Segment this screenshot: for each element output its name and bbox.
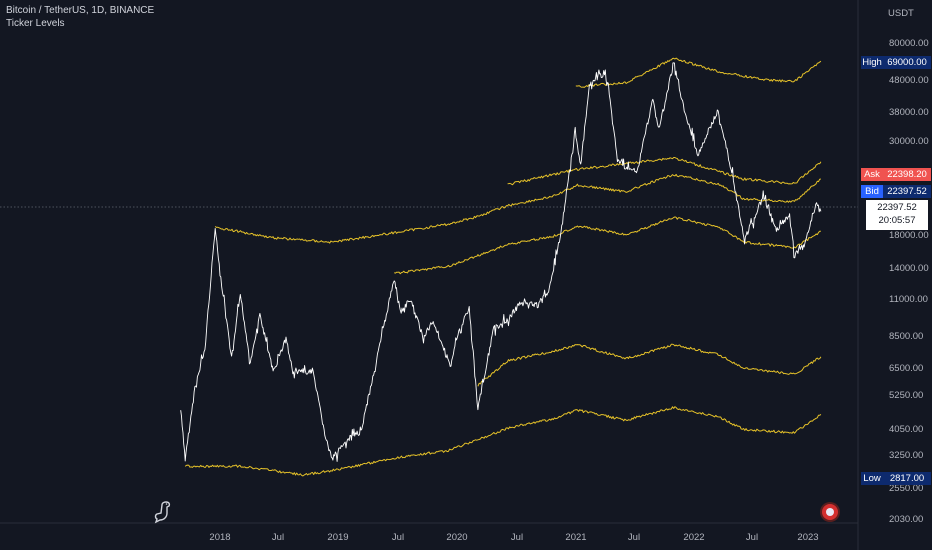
- x-tick-label: Jul: [746, 532, 758, 543]
- price-line: [180, 62, 822, 462]
- y-tick-label: 5250.00: [889, 390, 923, 401]
- us-flag-event-icon[interactable]: [822, 504, 838, 520]
- level-line-level-f: [184, 406, 822, 477]
- low-badge-label: Low: [861, 472, 883, 485]
- currency-label: USDT: [888, 8, 914, 19]
- x-tick-label: Jul: [272, 532, 284, 543]
- high-badge-label: High: [861, 56, 883, 69]
- x-tick-label: Jul: [628, 532, 640, 543]
- ask-badge: Ask 22398.20: [861, 168, 931, 181]
- x-tick-label: 2022: [683, 532, 704, 543]
- x-tick-label: Jul: [392, 532, 404, 543]
- level-line-level-d: [575, 57, 822, 88]
- ticker-levels: [184, 57, 822, 477]
- x-tick-label: 2023: [797, 532, 818, 543]
- ask-badge-label: Ask: [861, 168, 883, 181]
- bid-badge: Bid 22397.52: [861, 185, 931, 198]
- y-tick-label: 2030.00: [889, 514, 923, 525]
- y-tick-label: 11000.00: [889, 294, 928, 305]
- level-line-level-a: [507, 157, 822, 186]
- y-tick-label: 30000.00: [889, 136, 929, 147]
- x-tick-label: 2019: [327, 532, 348, 543]
- low-badge: Low 2817.00: [861, 472, 931, 485]
- y-tick-label: 8500.00: [889, 331, 923, 342]
- low-badge-value: 2817.00: [883, 472, 931, 485]
- x-tick-label: 2021: [565, 532, 586, 543]
- chart-header: Bitcoin / TetherUS, 1D, BINANCE Ticker L…: [6, 4, 154, 30]
- x-tick-label: 2020: [446, 532, 467, 543]
- x-tick-label: 2018: [209, 532, 230, 543]
- level-line-level-e: [477, 343, 822, 387]
- y-tick-label: 80000.00: [889, 38, 929, 49]
- dinosaur-logo-icon[interactable]: [152, 500, 174, 524]
- last-price-value: 22397.52: [877, 202, 917, 213]
- bid-badge-value: 22397.52: [883, 185, 931, 198]
- time-axis[interactable]: 2018 Jul 2019 Jul 2020 Jul 2021 Jul 2022 Jul 2023: [209, 532, 818, 543]
- y-tick-label: 18000.00: [889, 230, 929, 241]
- bid-badge-label: Bid: [861, 185, 883, 198]
- y-tick-label: 3250.00: [889, 450, 923, 461]
- y-tick-label: 14000.00: [889, 263, 929, 274]
- level-line-level-c: [394, 216, 821, 275]
- ask-badge-value: 22398.20: [883, 168, 931, 181]
- y-tick-label: 2550.00: [889, 483, 923, 494]
- price-series: [180, 62, 822, 462]
- level-line-level-b: [214, 173, 821, 244]
- y-tick-label: 6500.00: [889, 363, 923, 374]
- x-tick-label: Jul: [511, 532, 523, 543]
- y-tick-label: 38000.00: [889, 107, 929, 118]
- high-badge-value: 69000.00: [883, 56, 931, 69]
- high-badge: High 69000.00: [861, 56, 931, 69]
- indicator-title[interactable]: Ticker Levels: [6, 18, 65, 29]
- last-price-tag: 22397.52 20:05:57: [866, 200, 928, 230]
- symbol-title[interactable]: Bitcoin / TetherUS, 1D, BINANCE: [6, 5, 155, 16]
- bar-countdown: 20:05:57: [878, 215, 916, 226]
- price-axis[interactable]: 80000.0060000.0048000.0038000.0030000.00…: [889, 38, 929, 525]
- y-tick-label: 48000.00: [889, 75, 929, 86]
- y-tick-label: 4050.00: [889, 424, 923, 435]
